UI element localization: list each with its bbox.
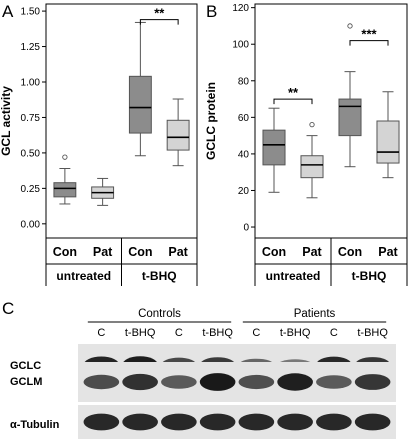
category-label: Pat xyxy=(93,245,113,259)
blot-band xyxy=(122,413,158,431)
lane-label: C xyxy=(252,327,260,339)
box-body xyxy=(262,129,286,166)
bracket-line xyxy=(273,98,313,105)
box-untreated-pat xyxy=(91,177,115,206)
bracket-line xyxy=(349,40,389,46)
blot-row-label: α-Tubulin xyxy=(10,419,60,431)
blot-band xyxy=(199,413,236,431)
category-label: Con xyxy=(128,245,152,259)
panel-letter-b: B xyxy=(206,2,217,21)
box-body xyxy=(300,155,324,179)
significance-bracket: ** xyxy=(273,85,313,105)
category-label: Con xyxy=(53,245,77,259)
group-label: untreated xyxy=(266,269,321,283)
blot-band xyxy=(122,373,158,391)
box-t-BHQ-pat xyxy=(376,91,400,179)
y-tick-label: 0 xyxy=(243,223,249,234)
outlier-point xyxy=(62,154,68,160)
blot-row-tubulin: α-Tubulin xyxy=(10,405,396,439)
category-label: Pat xyxy=(378,245,398,259)
panel-letter-c: C xyxy=(2,299,14,318)
y-tick-label: 80 xyxy=(238,76,250,87)
blot-band xyxy=(199,373,236,391)
lane-label: C xyxy=(97,327,105,339)
lane-label: t-BHQ xyxy=(202,327,233,339)
y-axis-label: GCL activity xyxy=(0,86,13,156)
significance-label: ** xyxy=(154,6,165,21)
blot-band xyxy=(316,413,352,431)
category-label: Pat xyxy=(168,245,188,259)
blot-band xyxy=(277,373,313,391)
box-body xyxy=(53,182,77,198)
panel-letter-a: A xyxy=(2,2,14,21)
chart-gclc-protein: 0 20 40 60 80 100 120 GCLC protein Con Pat Con Pat u… xyxy=(204,3,408,286)
significance-label: *** xyxy=(361,27,377,42)
box-t-BHQ-con xyxy=(338,23,362,168)
y-tick-label: 1.00 xyxy=(21,78,41,89)
box-untreated-con xyxy=(53,154,77,205)
group-label: t-BHQ xyxy=(352,269,387,283)
lane-label: t-BHQ xyxy=(280,327,311,339)
lane-label: C xyxy=(330,327,338,339)
significance-label: ** xyxy=(288,85,299,100)
category-label: Con xyxy=(338,245,362,259)
box-untreated-con xyxy=(262,107,286,193)
lane-label: t-BHQ xyxy=(125,327,156,339)
outlier-point xyxy=(347,23,353,29)
y-tick-label: 60 xyxy=(238,113,250,124)
y-axis: 0.00 0.25 0.50 0.75 1.00 1.25 1.50 xyxy=(21,7,46,230)
blot-group-header: Patients xyxy=(294,308,336,320)
blot-group-headers: Controls Patients xyxy=(87,308,387,323)
box-body xyxy=(338,98,362,137)
y-tick-label: 1.25 xyxy=(21,42,41,53)
significance-bracket: *** xyxy=(349,27,389,46)
y-tick-label: 100 xyxy=(232,40,249,51)
box-body xyxy=(128,75,152,134)
blot-band xyxy=(277,413,313,431)
blot-band xyxy=(354,413,391,431)
y-tick-label: 40 xyxy=(238,149,250,160)
chart-gcl-activity: 0.00 0.25 0.50 0.75 1.00 1.25 1.50 GCL activity… xyxy=(0,3,198,286)
box-t-BHQ-con xyxy=(128,21,152,157)
category-label: Pat xyxy=(302,245,322,259)
box-untreated-pat xyxy=(300,122,324,199)
lane-label: t-BHQ xyxy=(357,327,388,339)
blot-band xyxy=(83,374,120,390)
y-tick-label: 0.75 xyxy=(21,113,41,124)
blot-band xyxy=(238,413,275,431)
blot-row-label: GCLM xyxy=(10,376,42,388)
group-label: t-BHQ xyxy=(142,269,177,283)
y-tick-label: 0.25 xyxy=(21,184,41,195)
blot-band xyxy=(316,375,352,389)
blot-group-header: Controls xyxy=(138,308,181,320)
outlier-point xyxy=(309,122,315,128)
y-tick-label: 0.50 xyxy=(21,148,41,159)
category-label: Con xyxy=(262,245,286,259)
box-t-BHQ-pat xyxy=(166,98,190,167)
y-tick-label: 20 xyxy=(238,186,250,197)
lane-label: C xyxy=(175,327,183,339)
box-body xyxy=(166,119,190,151)
bracket-line xyxy=(139,19,179,25)
blot-band xyxy=(354,374,391,390)
y-axis: 0 20 40 60 80 100 120 xyxy=(232,3,255,234)
significance-bracket: ** xyxy=(139,6,179,25)
blot-row-gclm: GCLM xyxy=(10,362,396,402)
box-body xyxy=(376,120,400,164)
y-axis-label: GCLC protein xyxy=(204,82,218,160)
y-tick-label: 120 xyxy=(232,3,249,14)
blot-band xyxy=(161,375,197,389)
y-tick-label: 0.00 xyxy=(21,219,41,230)
blot-band xyxy=(83,413,120,431)
group-label: untreated xyxy=(56,269,111,283)
blot-band xyxy=(161,413,197,431)
blot-band xyxy=(238,374,275,390)
y-tick-label: 1.50 xyxy=(21,7,41,18)
blot-row-label: GCLC xyxy=(10,360,41,372)
